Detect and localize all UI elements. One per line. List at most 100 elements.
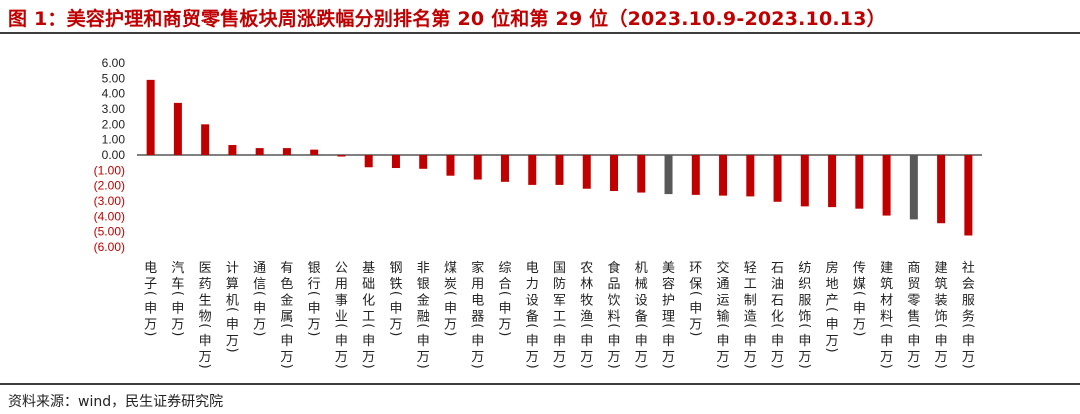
bar <box>855 155 864 209</box>
svg-text:申: 申 <box>335 334 348 349</box>
svg-text:万: 万 <box>417 350 430 365</box>
bottom-rule <box>0 383 1080 385</box>
svg-text:申: 申 <box>553 334 566 349</box>
svg-text:申: 申 <box>580 334 593 349</box>
svg-text:媒: 媒 <box>853 277 866 292</box>
svg-text:银: 银 <box>308 261 321 276</box>
svg-text:申: 申 <box>608 334 621 349</box>
svg-text:): ) <box>906 364 921 369</box>
x-category-label: 汽车(申万) <box>170 261 185 336</box>
svg-text:万: 万 <box>962 350 975 365</box>
svg-text:商: 商 <box>907 261 920 276</box>
svg-text:万: 万 <box>662 350 675 365</box>
svg-text:(: ( <box>470 323 485 328</box>
svg-text:电: 电 <box>144 261 157 276</box>
svg-text:料: 料 <box>608 310 621 325</box>
svg-text:(: ( <box>361 323 376 328</box>
svg-text:(: ( <box>933 323 948 328</box>
svg-text:): ) <box>252 331 267 336</box>
svg-text:申: 申 <box>689 301 702 316</box>
svg-text:备: 备 <box>526 309 539 325</box>
svg-text:化: 化 <box>362 293 375 308</box>
svg-text:(: ( <box>606 323 621 328</box>
y-tick-label: 4.00 <box>102 87 126 101</box>
svg-text:饮: 饮 <box>608 293 621 308</box>
svg-text:医: 医 <box>199 261 212 276</box>
svg-text:产: 产 <box>826 293 839 308</box>
svg-text:交: 交 <box>717 260 730 276</box>
svg-text:筑: 筑 <box>880 276 893 292</box>
bar <box>664 155 673 195</box>
svg-text:(: ( <box>879 323 894 328</box>
svg-text:): ) <box>552 364 567 369</box>
svg-text:): ) <box>633 364 648 369</box>
svg-text:): ) <box>688 331 703 336</box>
svg-text:用: 用 <box>335 277 348 292</box>
svg-text:零: 零 <box>907 293 920 308</box>
svg-text:(: ( <box>252 291 267 296</box>
svg-text:铁: 铁 <box>389 277 402 292</box>
svg-text:钢: 钢 <box>389 261 402 276</box>
svg-text:万: 万 <box>744 350 757 365</box>
svg-text:(: ( <box>143 291 158 296</box>
svg-text:品: 品 <box>608 277 621 292</box>
svg-text:务: 务 <box>962 309 975 325</box>
svg-text:石: 石 <box>771 261 784 276</box>
svg-text:): ) <box>361 364 376 369</box>
svg-text:制: 制 <box>744 293 757 308</box>
svg-text:家: 家 <box>471 260 484 276</box>
bar <box>419 155 428 169</box>
svg-text:子: 子 <box>144 277 157 292</box>
svg-text:万: 万 <box>362 350 375 365</box>
svg-text:万: 万 <box>553 350 566 365</box>
svg-text:环: 环 <box>689 261 702 276</box>
svg-text:力: 力 <box>526 277 539 292</box>
svg-text:(: ( <box>688 291 703 296</box>
svg-text:工: 工 <box>744 277 757 292</box>
bar <box>337 155 346 157</box>
bar <box>773 155 782 202</box>
svg-text:非: 非 <box>417 261 430 276</box>
svg-text:(: ( <box>170 291 185 296</box>
svg-text:输: 输 <box>717 309 730 325</box>
bar <box>691 155 700 195</box>
bar-chart: 6.005.00 4.003.002.00 1.000.00(1.00) (2.00)… <box>94 56 982 369</box>
svg-text:(: ( <box>661 323 676 328</box>
svg-text:械: 械 <box>635 277 648 292</box>
bar <box>255 148 264 155</box>
bar <box>719 155 728 196</box>
svg-text:础: 础 <box>362 277 375 292</box>
svg-text:售: 售 <box>907 309 920 325</box>
y-tick-label: (6.00) <box>94 240 125 254</box>
svg-text:设: 设 <box>635 293 648 308</box>
svg-text:工: 工 <box>362 310 375 325</box>
svg-text:生: 生 <box>199 293 212 308</box>
svg-text:(: ( <box>442 291 457 296</box>
svg-text:万: 万 <box>580 350 593 365</box>
svg-text:万: 万 <box>471 350 484 365</box>
svg-text:(: ( <box>388 291 403 296</box>
svg-text:轻: 轻 <box>744 261 757 276</box>
bar <box>610 155 619 192</box>
x-category-label: 电子(申万) <box>143 261 158 336</box>
y-tick-label: (5.00) <box>94 225 125 239</box>
x-category-label: 房地产(申万) <box>824 260 839 353</box>
svg-text:申: 申 <box>798 334 811 349</box>
x-category-label: 煤炭(申万) <box>442 261 457 336</box>
svg-text:): ) <box>333 364 348 369</box>
svg-text:): ) <box>279 364 294 369</box>
svg-text:万: 万 <box>389 318 402 333</box>
svg-text:申: 申 <box>417 334 430 349</box>
bar <box>310 149 319 155</box>
figure-title: 图 1：美容护理和商贸零售板块周涨跌幅分别排名第 20 位和第 29 位（202… <box>8 8 886 30</box>
x-category-label: 通信(申万) <box>252 261 267 336</box>
y-tick-label: (3.00) <box>94 194 125 208</box>
